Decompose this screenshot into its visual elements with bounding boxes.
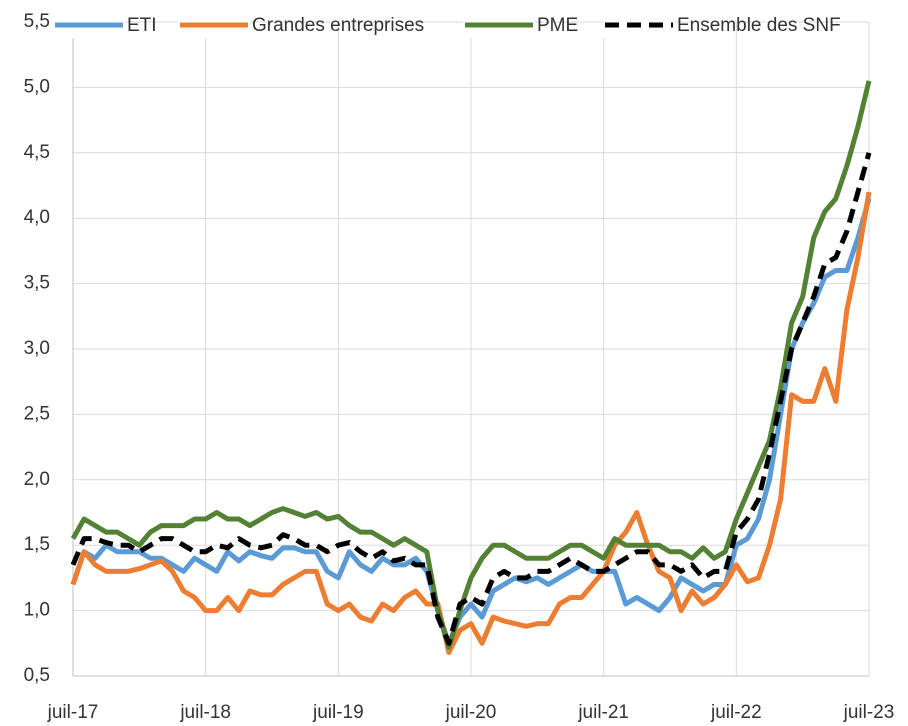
y-tick-label: 1,5: [24, 534, 50, 555]
x-tick-label: juil-17: [47, 702, 99, 723]
series-line: [70, 80, 872, 650]
y-tick-label: 1,0: [24, 600, 50, 621]
y-tick-label: 0,5: [24, 665, 50, 686]
y-tick-label: 5,0: [24, 76, 50, 97]
y-tick-label: 2,5: [24, 403, 50, 424]
series-line: [70, 191, 872, 655]
legend-label: ETI: [127, 15, 157, 36]
x-tick-label: juil-19: [312, 702, 364, 723]
y-tick-label: 5,5: [24, 11, 50, 32]
y-tick-label: 3,5: [24, 273, 50, 294]
y-tick-label: 4,0: [24, 207, 50, 228]
x-tick-label: juil-23: [843, 702, 895, 723]
series-line: [70, 152, 872, 646]
legend-label: Ensemble des SNF: [677, 15, 841, 36]
x-tick-label: juil-18: [179, 702, 231, 723]
x-tick-label: juil-21: [577, 702, 629, 723]
y-tick-label: 3,0: [24, 338, 50, 359]
y-tick-label: 2,0: [24, 469, 50, 490]
x-tick-label: juil-22: [710, 702, 762, 723]
series-line: [70, 197, 872, 646]
legend-label: Grandes entreprises: [252, 15, 424, 36]
x-tick-label: juil-20: [445, 702, 497, 723]
legend-label: PME: [537, 15, 578, 36]
y-tick-label: 4,5: [24, 142, 50, 163]
